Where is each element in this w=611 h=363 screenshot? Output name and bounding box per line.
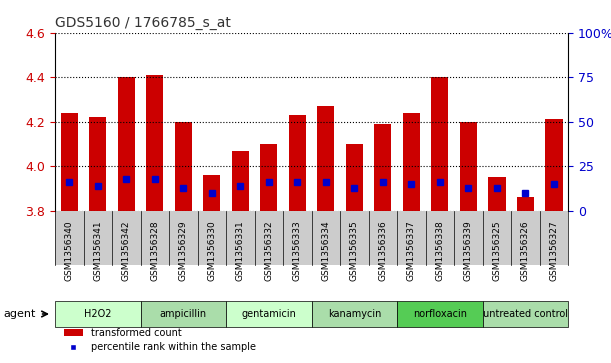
Bar <box>460 122 477 211</box>
Text: norfloxacin: norfloxacin <box>413 309 467 319</box>
Bar <box>260 144 277 211</box>
Text: ampicillin: ampicillin <box>159 309 207 319</box>
Text: GDS5160 / 1766785_s_at: GDS5160 / 1766785_s_at <box>55 16 231 30</box>
Bar <box>375 124 392 211</box>
Bar <box>203 175 221 211</box>
Bar <box>546 119 563 211</box>
Text: kanamycin: kanamycin <box>327 309 381 319</box>
Text: untreated control: untreated control <box>483 309 568 319</box>
Bar <box>431 77 448 211</box>
Bar <box>317 106 334 211</box>
Bar <box>346 144 363 211</box>
Bar <box>488 177 505 211</box>
Bar <box>118 77 135 211</box>
Bar <box>517 197 534 211</box>
Legend: transformed count, percentile rank within the sample: transformed count, percentile rank withi… <box>60 324 260 356</box>
Bar <box>175 122 192 211</box>
Bar <box>89 117 106 211</box>
Bar <box>232 151 249 211</box>
Text: gentamicin: gentamicin <box>241 309 296 319</box>
Bar <box>146 75 163 211</box>
Text: H2O2: H2O2 <box>84 309 112 319</box>
Bar <box>289 115 306 211</box>
Bar <box>403 113 420 211</box>
Bar <box>60 113 78 211</box>
Text: agent: agent <box>3 309 35 319</box>
